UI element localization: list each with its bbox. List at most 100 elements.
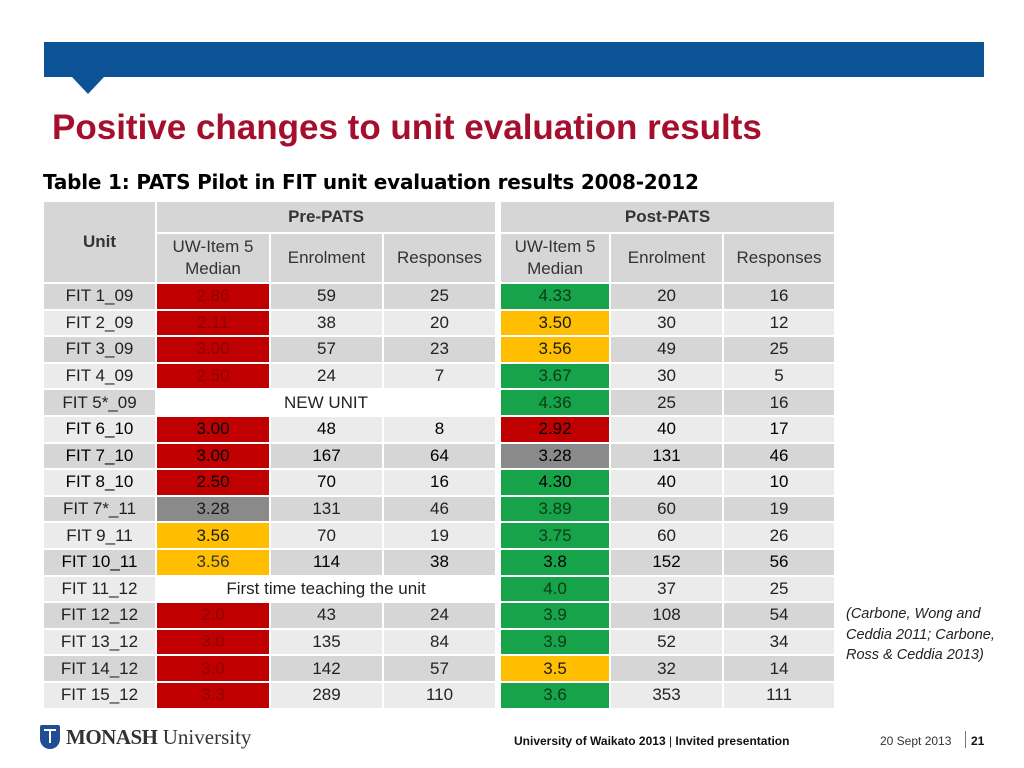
table-row: FIT 13_12 3.0 135 84 3.9 52 34 [44,629,837,657]
footer-date: 20 Sept 2013 [880,734,952,748]
header-post-enrolment: Enrolment [611,234,725,284]
pre-median-cell: 3.00 [157,416,271,444]
spacer-cell [497,656,502,683]
header-bar [44,42,984,77]
post-enrolment-cell: 152 [611,549,725,577]
unit-cell: FIT 5*_09 [44,390,157,417]
unit-cell: FIT 2_09 [44,310,157,338]
spacer-cell [497,363,502,391]
pre-responses-cell: 20 [384,310,498,338]
post-enrolment-cell: 49 [611,337,725,364]
post-enrolment-cell: 25 [611,390,725,417]
pre-responses-cell: 8 [384,416,498,444]
post-responses-cell: 25 [724,576,837,604]
pre-enrolment-cell: 48 [271,416,384,444]
table-row: FIT 3_09 3.00 57 23 3.56 49 25 [44,337,837,364]
post-median-cell: 3.67 [501,363,612,391]
post-responses-cell: 10 [724,470,837,497]
pre-responses-cell: 64 [384,443,498,471]
header-unit: Unit [44,202,157,284]
post-median-cell: 3.89 [501,496,612,524]
table-row: FIT 7_10 3.00 167 64 3.28 131 46 [44,443,837,471]
table-row: FIT 12_12 2.0 43 24 3.9 108 54 [44,603,837,630]
pre-median-cell: 3.56 [157,549,271,577]
spacer-cell [497,284,502,311]
pre-enrolment-cell: 38 [271,310,384,338]
post-median-cell: 3.50 [501,310,612,338]
post-responses-cell: 56 [724,549,837,577]
pre-median-cell: 3.3 [157,682,271,710]
post-enrolment-cell: 20 [611,284,725,311]
table-row: FIT 1_09 2.86 59 25 4.33 20 16 [44,284,837,311]
pre-enrolment-cell: 114 [271,549,384,577]
pre-enrolment-cell: 70 [271,470,384,497]
header-bar-notch [72,77,104,94]
post-enrolment-cell: 40 [611,470,725,497]
pre-responses-cell: 19 [384,523,498,550]
pre-responses-cell: 38 [384,549,498,577]
pre-responses-cell: 84 [384,629,498,657]
pre-median-cell: 3.0 [157,629,271,657]
table-row: FIT 6_10 3.00 48 8 2.92 40 17 [44,416,837,444]
post-responses-cell: 111 [724,682,837,710]
post-enrolment-cell: 30 [611,310,725,338]
post-enrolment-cell: 52 [611,629,725,657]
spacer-cell [497,603,502,630]
post-median-cell: 3.75 [501,523,612,550]
spacer-cell [497,496,502,524]
pre-responses-cell: 110 [384,682,498,710]
pre-enrolment-cell: 70 [271,523,384,550]
post-enrolment-cell: 353 [611,682,725,710]
table-row: FIT 5*_09 NEW UNIT 4.36 25 16 [44,390,837,417]
post-median-cell: 3.5 [501,656,612,683]
spacer-cell [497,470,502,497]
spacer-cell [497,443,502,471]
post-median-cell: 3.9 [501,629,612,657]
post-responses-cell: 25 [724,337,837,364]
pre-enrolment-cell: 167 [271,443,384,471]
page-number: 21 [971,734,985,748]
citation-note: (Carbone, Wong and Ceddia 2011; Carbone,… [846,606,995,663]
pre-responses-cell: 7 [384,363,498,391]
table-row: FIT 14_12 3.0 142 57 3.5 32 14 [44,656,837,683]
post-median-cell: 2.92 [501,416,612,444]
pre-median-cell: 2.86 [157,284,271,311]
table-row: FIT 15_12 3.3 289 110 3.6 353 111 [44,682,837,710]
post-enrolment-cell: 60 [611,496,725,524]
pre-enrolment-cell: 43 [271,603,384,630]
pre-median-cell: 2.50 [157,363,271,391]
slide-title: Positive changes to unit evaluation resu… [52,108,762,147]
logo-text: MONASH University [66,724,252,749]
spacer-cell [497,390,502,417]
pre-enrolment-cell: 142 [271,656,384,683]
unit-cell: FIT 6_10 [44,416,157,444]
unit-cell: FIT 8_10 [44,470,157,497]
header-pre-responses: Responses [384,234,498,284]
post-median-cell: 3.56 [501,337,612,364]
monash-logo: MONASH University [40,723,251,751]
pre-median-cell: 3.0 [157,656,271,683]
unit-cell: FIT 4_09 [44,363,157,391]
post-median-cell: 4.30 [501,470,612,497]
pre-responses-cell: 46 [384,496,498,524]
pre-responses-cell: 57 [384,656,498,683]
header-pre-pats: Pre-PATS [157,202,498,234]
pre-responses-cell: 24 [384,603,498,630]
spacer-cell [497,629,502,657]
post-enrolment-cell: 108 [611,603,725,630]
pre-median-cell: 3.28 [157,496,271,524]
unit-cell: FIT 11_12 [44,576,157,604]
post-median-cell: 3.8 [501,549,612,577]
post-responses-cell: 12 [724,310,837,338]
post-enrolment-cell: 30 [611,363,725,391]
results-table: Unit Pre-PATS Post-PATS UW-Item 5 Median… [44,202,837,710]
post-enrolment-cell: 60 [611,523,725,550]
spacer-cell [497,682,502,710]
unit-cell: FIT 10_11 [44,549,157,577]
footer-event: University of Waikato 2013 | Invited pre… [514,734,790,748]
spacer-cell [497,523,502,550]
spacer-cell [497,576,502,604]
pre-enrolment-cell: 131 [271,496,384,524]
post-enrolment-cell: 40 [611,416,725,444]
pre-responses-cell: 25 [384,284,498,311]
